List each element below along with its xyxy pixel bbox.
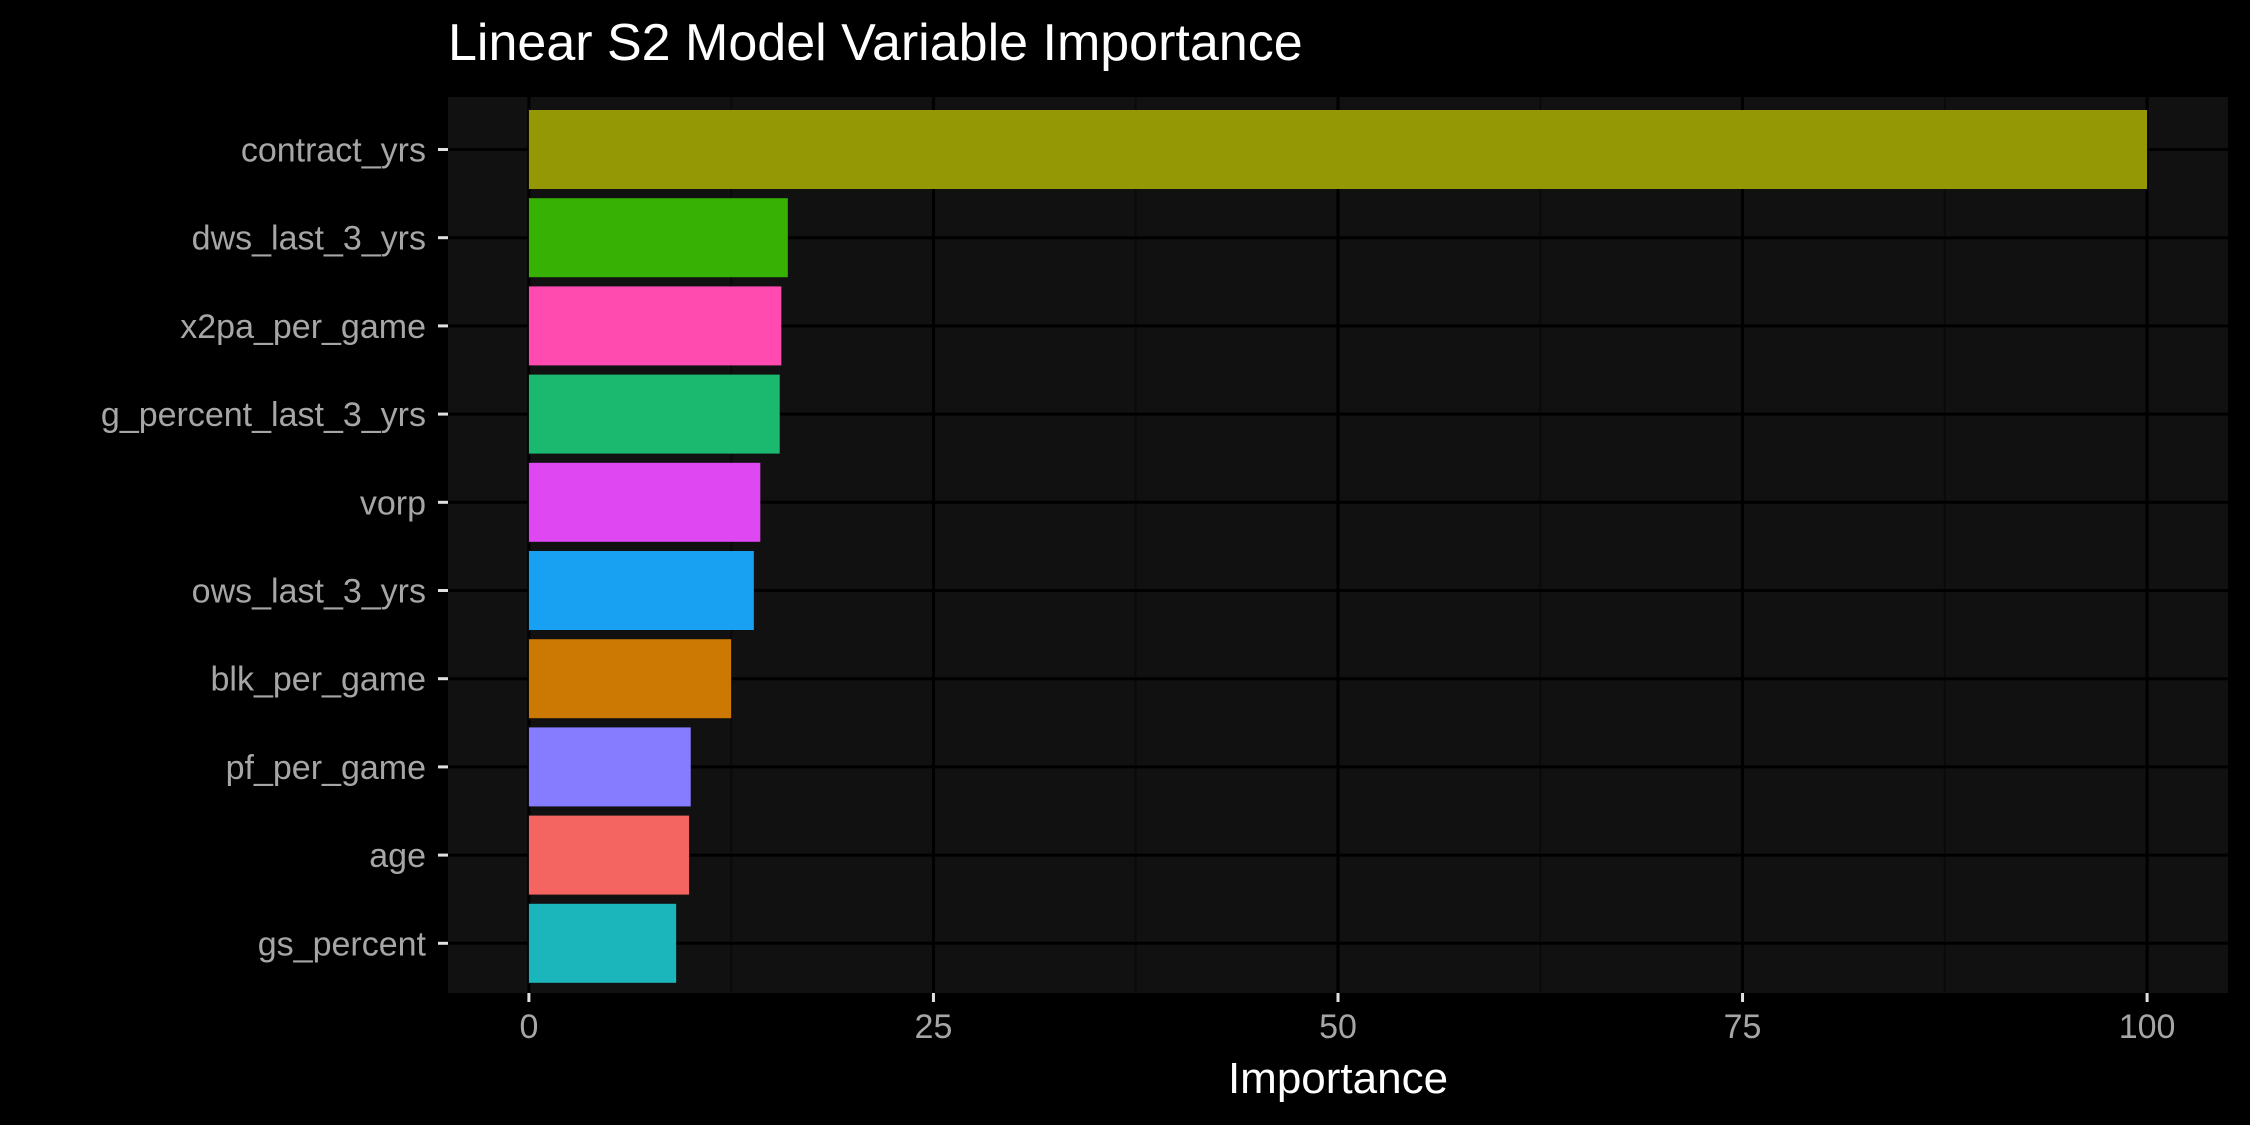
bar-blk-per-game [528,639,732,719]
x-tick-label: 25 [915,1008,953,1046]
y-tick-label: age [369,837,426,875]
y-tick-label: dws_last_3_yrs [192,220,426,258]
y-tick-label: blk_per_game [211,661,426,699]
x-axis: 0 25 50 75 100 [519,993,2175,1046]
bar-age [528,815,690,895]
y-tick-label: pf_per_game [226,749,426,787]
y-axis: contract_yrs dws_last_3_yrs x2pa_per_gameg… [101,132,448,963]
chart-title: Linear S2 Model Variable Importance [448,14,1303,72]
y-tick-label: ows_last_3_yrs [192,573,426,611]
y-tick-label: contract_yrs [241,132,426,170]
y-tick-label: gs_percent [258,925,427,963]
bar-g-percent-last-3-yrs [528,374,780,454]
y-tick-label: x2pa_per_game [180,308,426,346]
x-tick-label: 50 [1319,1008,1357,1046]
y-tick-label: vorp [360,484,426,522]
bar-vorp [528,462,761,542]
x-tick-label: 0 [519,1008,538,1046]
bar-contract-yrs [528,110,2148,189]
bar-pf-per-game [528,727,691,807]
x-tick-label: 75 [1724,1008,1762,1046]
grid-lines [448,97,2228,993]
x-tick-label: 100 [2119,1008,2176,1046]
bar-x2pa-per-game [528,286,782,366]
bar-dws-last-3-yrs [528,198,788,278]
bar-ows-last-3-yrs [528,551,754,630]
bars [528,110,2148,983]
bar-gs-percent [528,903,677,983]
x-axis-title: Importance [1228,1054,1448,1103]
y-tick-label: g_percent_last_3_yrs [101,396,426,434]
